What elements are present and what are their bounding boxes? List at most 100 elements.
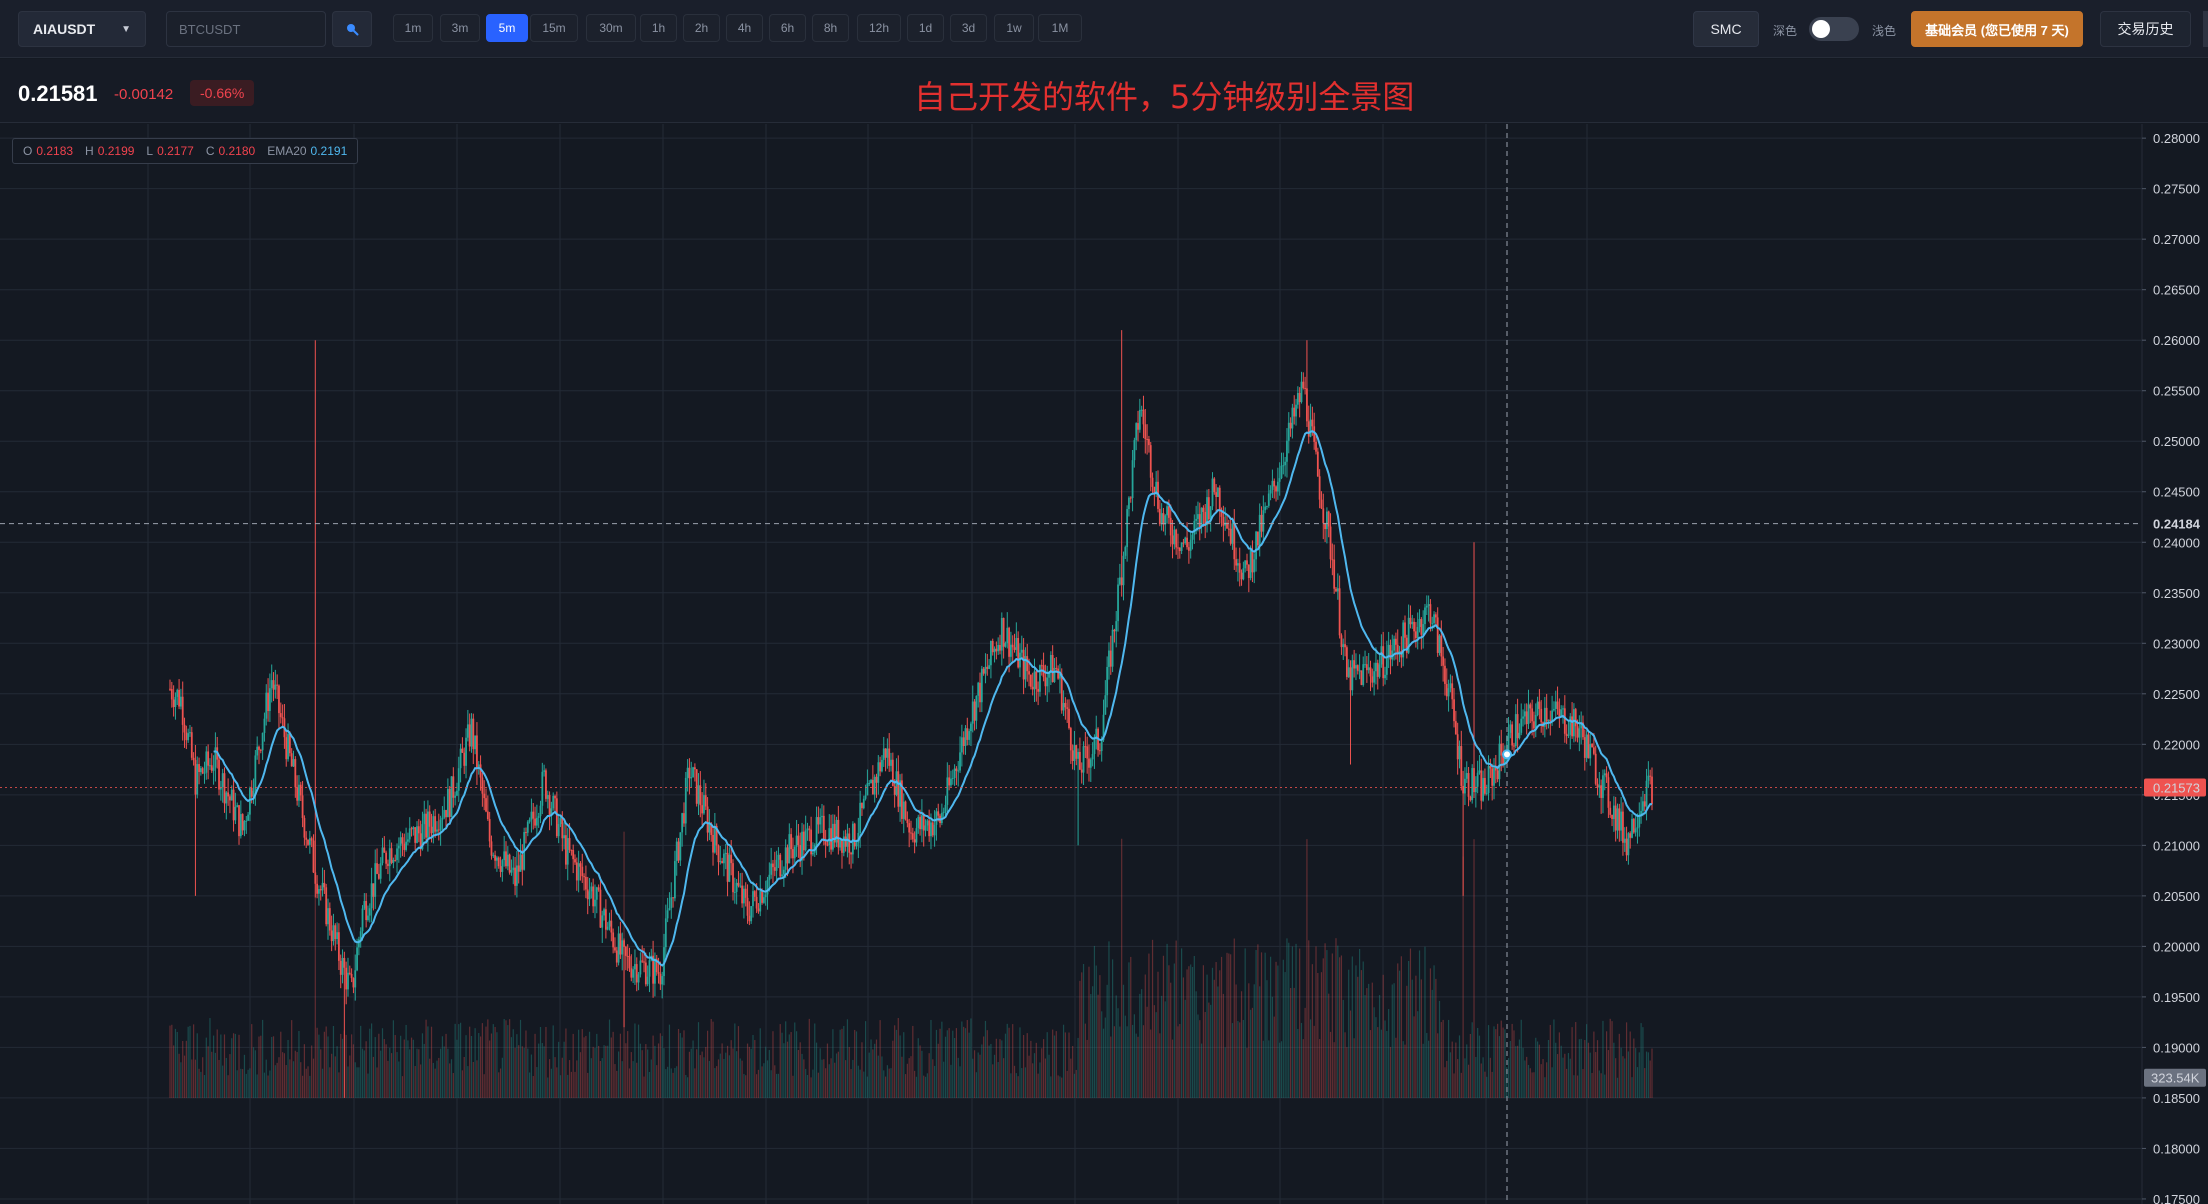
- volume-bar: [670, 1068, 672, 1098]
- candle: [888, 733, 891, 772]
- volume-bar: [1068, 1032, 1070, 1098]
- volume-bar: [1050, 1076, 1052, 1098]
- candle: [327, 898, 329, 940]
- search-input[interactable]: BTCUSDT: [166, 11, 326, 47]
- volume-bar: [1625, 1022, 1628, 1098]
- candle: [866, 769, 869, 796]
- candle: [850, 851, 852, 869]
- volume-bar: [1023, 1035, 1025, 1098]
- volume-bar: [372, 1056, 375, 1098]
- volume-bar: [1620, 1047, 1622, 1098]
- volume-bar: [474, 1028, 476, 1098]
- interval-button-1M[interactable]: 1M: [1038, 14, 1082, 42]
- candle: [517, 851, 520, 884]
- candle: [236, 802, 239, 808]
- interval-button-2h[interactable]: 2h: [683, 14, 720, 42]
- candle: [862, 795, 865, 810]
- interval-button-8h[interactable]: 8h: [812, 14, 849, 42]
- volume-bar: [795, 1031, 798, 1098]
- volume-bar: [320, 1049, 322, 1098]
- candle: [285, 731, 288, 767]
- candle: [1207, 489, 1210, 525]
- volume-bar: [850, 1069, 852, 1098]
- theme-toggle[interactable]: [1809, 17, 1859, 41]
- volume-bar: [578, 1029, 580, 1098]
- candle: [690, 761, 693, 788]
- volume-bar: [815, 1042, 818, 1098]
- interval-button-4h[interactable]: 4h: [726, 14, 763, 42]
- volume-bar: [923, 1075, 925, 1098]
- interval-button-1d[interactable]: 1d: [907, 14, 944, 42]
- candle: [1013, 633, 1016, 653]
- volume-bar: [1088, 966, 1090, 1098]
- candle: [915, 818, 918, 847]
- volume-bar: [746, 1043, 749, 1098]
- candle: [1037, 681, 1040, 706]
- volume-bar: [1304, 1007, 1306, 1098]
- symbol-select[interactable]: AIAUSDT ▼: [18, 11, 146, 47]
- candle: [750, 905, 753, 924]
- candle: [1336, 573, 1339, 600]
- candle: [1380, 634, 1383, 668]
- candle: [461, 737, 464, 754]
- volume-bar: [854, 1029, 856, 1098]
- search-button[interactable]: [332, 11, 372, 47]
- candle: [539, 800, 542, 824]
- volume-bar: [242, 1069, 244, 1098]
- interval-button-5m[interactable]: 5m: [486, 14, 528, 42]
- candlestick-chart[interactable]: 0.280000.275000.270000.265000.260000.255…: [0, 124, 2208, 1204]
- volume-bar: [440, 1048, 442, 1098]
- axis-tick-label: 0.28000: [2153, 131, 2200, 146]
- candle: [1538, 689, 1541, 720]
- volume-bar: [316, 1027, 318, 1098]
- candle: [1395, 632, 1397, 660]
- candle: [1567, 720, 1570, 739]
- smc-button[interactable]: SMC: [1693, 11, 1759, 47]
- crosshair: [0, 124, 2142, 1204]
- candle: [249, 786, 251, 822]
- volume-bar: [1500, 1020, 1502, 1098]
- volume-bar: [892, 1040, 894, 1098]
- volume-bar: [1137, 1036, 1139, 1098]
- interval-button-6h[interactable]: 6h: [769, 14, 806, 42]
- candle: [408, 817, 411, 843]
- interval-button-3m[interactable]: 3m: [440, 14, 480, 42]
- candle: [884, 748, 887, 772]
- interval-button-3d[interactable]: 3d: [950, 14, 987, 42]
- volume-bar: [934, 1065, 936, 1098]
- volume-bar: [1062, 1024, 1065, 1098]
- volume-bar: [1507, 1058, 1510, 1098]
- volume-bar: [756, 1074, 758, 1098]
- candle: [1485, 784, 1488, 796]
- membership-button[interactable]: 基础会员 (您已使用 7 天): [1911, 11, 2083, 47]
- interval-button-30m[interactable]: 30m: [586, 14, 636, 42]
- volume-bar: [187, 1026, 189, 1098]
- volume-bar: [318, 1034, 320, 1098]
- candle: [646, 965, 649, 987]
- volume-bar: [884, 1076, 887, 1098]
- candle: [832, 814, 834, 852]
- volume-bar: [396, 1052, 398, 1098]
- candle: [1449, 674, 1452, 693]
- volume-bar: [1498, 1036, 1501, 1098]
- candle: [655, 954, 658, 976]
- interval-button-15m[interactable]: 15m: [530, 14, 578, 42]
- candle: [995, 641, 998, 660]
- candle: [1280, 452, 1283, 480]
- candle: [185, 725, 188, 750]
- interval-button-12h[interactable]: 12h: [857, 14, 901, 42]
- candle: [172, 685, 175, 717]
- candle: [1175, 528, 1178, 555]
- candle: [951, 769, 954, 785]
- interval-button-1w[interactable]: 1w: [994, 14, 1034, 42]
- volume-bar: [1104, 1017, 1106, 1098]
- trade-history-button[interactable]: 交易历史: [2100, 11, 2191, 47]
- candle: [301, 780, 304, 828]
- interval-button-1h[interactable]: 1h: [640, 14, 677, 42]
- candle: [1059, 663, 1061, 694]
- chart-area[interactable]: 0.28000 0.27500 0.27000 0.26500 0.26000 0.255…: [0, 124, 2208, 1204]
- volume-bar: [870, 1039, 872, 1098]
- volume-bar: [414, 1065, 416, 1098]
- interval-button-1m[interactable]: 1m: [393, 14, 433, 42]
- volume-bar: [1640, 1023, 1642, 1098]
